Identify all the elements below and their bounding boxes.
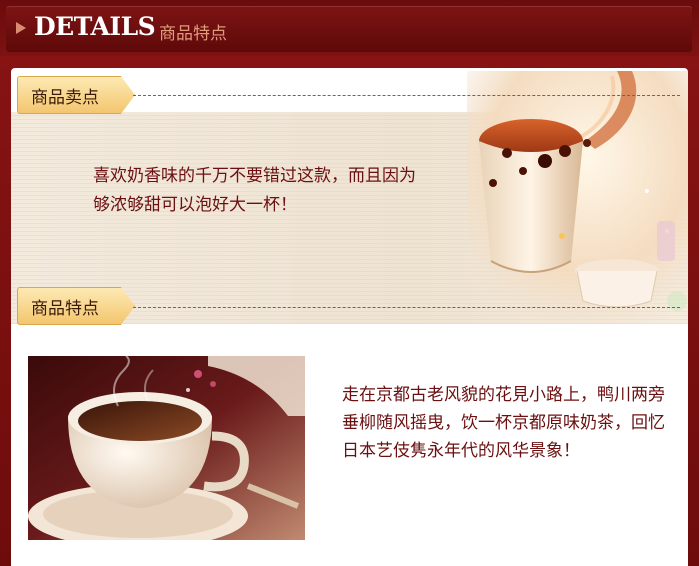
header-title-cn: 商品特点 <box>159 24 227 44</box>
features-tag-label: 商品特点 <box>31 299 99 319</box>
coffee-cup-image <box>28 356 305 540</box>
milk-tea-image <box>467 71 688 323</box>
selling-points-text: 喜欢奶香味的千万不要错过这款，而且因为够浓够甜可以泡好大一杯！ <box>93 166 416 215</box>
header-bar <box>6 6 692 52</box>
dotted-divider <box>133 95 680 96</box>
selling-points-tag-label: 商品卖点 <box>31 88 99 108</box>
features-tag: 商品特点 <box>17 287 135 325</box>
content-panel: 商品卖点 喜欢奶香味的千万不要错过这款，而且因为够浓够甜可以泡好大一杯！ 商品特… <box>11 68 688 566</box>
features-text: 走在京都古老风貌的花見小路上，鸭川两旁垂柳随风摇曳，饮一杯京都原味奶茶，回忆日本… <box>342 385 665 461</box>
header-title-en: DETAILS <box>34 12 156 41</box>
selling-points-tag: 商品卖点 <box>17 76 135 114</box>
dotted-divider <box>133 307 680 308</box>
details-header: DETAILS 商品特点 <box>0 0 699 56</box>
tag-shape <box>17 287 135 325</box>
triangle-arrow-icon <box>16 22 26 34</box>
